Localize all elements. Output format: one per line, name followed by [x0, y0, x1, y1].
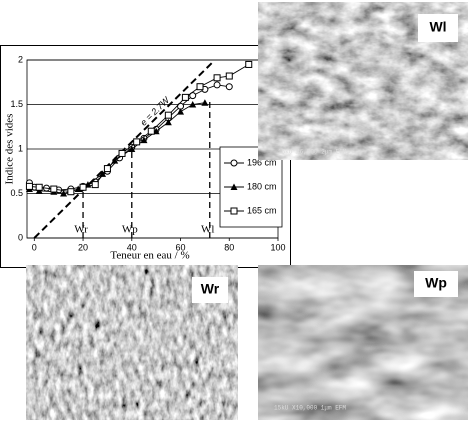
point [128, 145, 136, 152]
point [60, 190, 68, 197]
point [35, 183, 43, 191]
x-tick-label: 60 [176, 242, 186, 252]
point [67, 188, 75, 196]
point [213, 74, 221, 82]
point [111, 157, 119, 164]
point [50, 185, 58, 193]
point [140, 136, 148, 144]
y-tick-label: 0.5 [10, 188, 23, 198]
legend-marker [230, 159, 238, 167]
point [213, 81, 221, 89]
label-box [414, 271, 458, 297]
point [91, 181, 99, 189]
x-tick-label: 100 [270, 242, 285, 252]
point [25, 182, 33, 190]
y-tick-label: 2 [18, 54, 23, 64]
x-tick-label: 80 [224, 242, 234, 252]
point [103, 165, 111, 173]
point [118, 149, 126, 157]
y-axis-label: Indice des vides [4, 114, 16, 185]
series-line [29, 64, 249, 193]
x-axis-label: Teneur en eau / % [110, 250, 189, 262]
image-caption: 15kU X10,000 1μm EFM [274, 405, 346, 412]
point [147, 127, 155, 135]
point [225, 72, 233, 80]
legend-label: 180 cm [247, 181, 277, 191]
legend-marker [230, 183, 238, 190]
image-label: Wl [429, 19, 446, 35]
image-label: Wr [201, 281, 220, 297]
point [164, 111, 172, 119]
x-tick-label: 40 [127, 242, 137, 252]
point [201, 99, 209, 106]
point [225, 83, 233, 91]
point [189, 101, 197, 108]
point [99, 170, 107, 177]
point [79, 183, 87, 191]
y-tick-label: 1 [18, 143, 23, 153]
legend: 196 cm 180 cm 165 cm [219, 146, 283, 228]
point [177, 108, 185, 115]
label-box [192, 277, 228, 303]
x-tick-label: 0 [32, 242, 37, 252]
photos: Wl 15kU X6,500 2μm EFM Wr Wp 15kU X10,00… [26, 2, 468, 420]
limit-label: Wr [74, 224, 88, 236]
point [164, 118, 172, 126]
point [133, 138, 141, 146]
legend-label: 196 cm [247, 157, 277, 167]
photo-wp: Wp 15kU X10,000 1μm EFM [258, 265, 468, 420]
x-tick-label: 20 [78, 242, 88, 252]
label-box [418, 14, 458, 42]
y-tick-label: 0 [18, 232, 23, 242]
point [245, 60, 253, 68]
point [189, 92, 197, 100]
chart: Teneur en eau / % Indice des vides 0 0.5 1… [0, 45, 291, 268]
legend-label: 165 cm [247, 205, 277, 215]
point [181, 93, 189, 101]
point [196, 83, 204, 91]
limit-label: Wp [122, 224, 138, 236]
legend-marker [230, 207, 238, 215]
y-tick-label: 1.5 [10, 99, 23, 109]
photo-wr: Wr [26, 265, 238, 420]
image-caption: 15kU X6,500 2μm EFM [278, 149, 347, 156]
photo-wl: Wl 15kU X6,500 2μm EFM [258, 2, 468, 160]
image-label: Wp [425, 275, 447, 291]
limit-label: Wl [201, 224, 214, 236]
